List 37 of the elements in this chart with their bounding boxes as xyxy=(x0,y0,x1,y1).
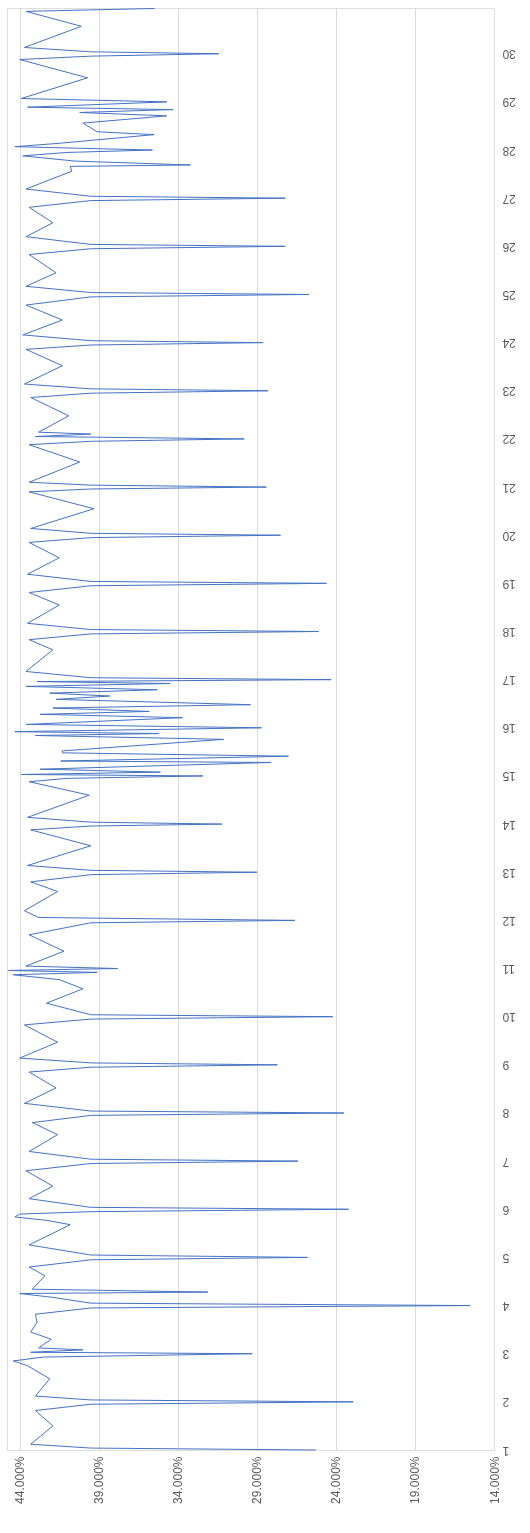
x-tick-label: 24.000% xyxy=(329,1456,344,1504)
y-tick-label: 27 xyxy=(502,191,516,206)
y-tick-label: 12 xyxy=(502,913,516,928)
x-tick-label: 29.000% xyxy=(250,1456,265,1504)
y-tick-label: 7 xyxy=(502,1154,510,1169)
x-tick-label: 14.000% xyxy=(487,1456,502,1504)
y-tick-label: 21 xyxy=(502,480,516,495)
y-tick-label: 6 xyxy=(502,1202,510,1217)
y-tick-label: 23 xyxy=(502,384,516,399)
y-tick-label: 22 xyxy=(502,432,516,447)
y-tick-label: 19 xyxy=(502,576,516,591)
y-tick-label: 1 xyxy=(502,1443,510,1458)
y-tick-label: 8 xyxy=(502,1106,510,1121)
y-tick-label: 4 xyxy=(502,1299,510,1314)
y-tick-label: 13 xyxy=(502,865,516,880)
y-tick-label: 24 xyxy=(502,336,516,351)
y-tick-label: 25 xyxy=(502,287,516,302)
x-tick-label: 34.000% xyxy=(171,1456,186,1504)
y-tick-label: 15 xyxy=(502,769,516,784)
y-tick-label: 29 xyxy=(502,95,516,110)
y-tick-label: 17 xyxy=(502,673,516,688)
x-tick-label: 44.000% xyxy=(13,1456,28,1504)
y-tick-label: 2 xyxy=(502,1395,510,1410)
y-tick-label: 3 xyxy=(502,1347,510,1362)
y-tick-label: 16 xyxy=(502,721,516,736)
x-tick-label: 19.000% xyxy=(408,1456,423,1504)
y-tick-label: 14 xyxy=(502,817,516,832)
y-tick-label: 5 xyxy=(502,1250,510,1265)
y-tick-label: 28 xyxy=(502,143,516,158)
y-tick-label: 26 xyxy=(502,239,516,254)
y-tick-label: 10 xyxy=(502,1010,516,1025)
y-tick-label: 11 xyxy=(502,962,515,977)
y-tick-label: 20 xyxy=(502,528,516,543)
y-tick-label: 18 xyxy=(502,625,516,639)
x-tick-label: 39.000% xyxy=(92,1456,107,1504)
y-tick-label: 9 xyxy=(502,1058,510,1073)
y-tick-label: 30 xyxy=(502,47,516,62)
